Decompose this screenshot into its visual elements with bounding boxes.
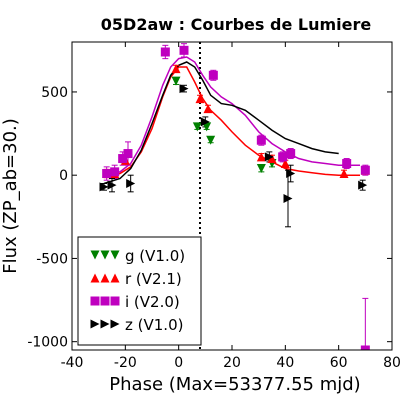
y-axis-label: Flux (ZP_ab=30.) bbox=[0, 118, 21, 274]
data-point bbox=[200, 117, 210, 127]
data-point bbox=[360, 165, 370, 175]
legend-box bbox=[77, 236, 202, 346]
legend-marker bbox=[110, 250, 120, 260]
data-point bbox=[267, 154, 277, 164]
y-tick-label: -500 bbox=[36, 251, 68, 267]
data-point bbox=[358, 180, 368, 190]
data-point bbox=[171, 64, 181, 74]
chart-title: 05D2aw : Courbes de Lumiere bbox=[101, 15, 372, 34]
data-point bbox=[286, 149, 296, 159]
data-point bbox=[283, 193, 293, 203]
data-point bbox=[195, 94, 205, 104]
data-point bbox=[256, 152, 266, 162]
plot-frame bbox=[71, 41, 393, 351]
legend: g (V1.0) r (V2.1) i (V2.0) z (V1.0) bbox=[77, 236, 202, 346]
data-point bbox=[339, 169, 349, 179]
legend-label: z (V1.0) bbox=[125, 316, 183, 334]
x-tick-label: -20 bbox=[114, 355, 137, 371]
data-point bbox=[171, 76, 181, 86]
legend-marker bbox=[100, 319, 110, 329]
fit-curve bbox=[103, 61, 339, 185]
plot-data-group bbox=[99, 42, 370, 350]
legend-marker bbox=[90, 319, 100, 329]
data-point bbox=[179, 45, 189, 55]
data-point bbox=[278, 152, 288, 162]
data-point bbox=[179, 84, 189, 94]
x-tick-label: 40 bbox=[276, 355, 294, 371]
data-point bbox=[202, 122, 212, 132]
data-point bbox=[280, 159, 290, 169]
legend-marker bbox=[110, 273, 120, 283]
legend-marker bbox=[110, 319, 120, 329]
data-point bbox=[110, 167, 120, 177]
data-point bbox=[118, 154, 128, 164]
fit-curve bbox=[103, 66, 360, 178]
x-tick-label: 0 bbox=[174, 355, 183, 371]
data-point bbox=[342, 159, 352, 169]
plot-area: -40 -20 0 20 40 60 80 -1000 -500 0 500 g (V1.0) r (V… bbox=[27, 41, 400, 371]
x-tick-label: 20 bbox=[223, 355, 241, 371]
legend-marker bbox=[90, 273, 100, 283]
y-tick-label: 500 bbox=[41, 85, 68, 101]
x-axis-label: Phase (Max=53377.55 mjd) bbox=[109, 374, 360, 395]
y-tick-label: 0 bbox=[59, 168, 68, 184]
data-point bbox=[286, 169, 296, 179]
legend-label: i (V2.0) bbox=[125, 293, 180, 311]
legend-marker bbox=[100, 296, 110, 306]
legend-marker bbox=[100, 273, 110, 283]
data-point bbox=[123, 149, 133, 159]
data-point bbox=[206, 135, 216, 145]
x-tick-label: 60 bbox=[330, 355, 348, 371]
legend-marker bbox=[90, 296, 100, 306]
data-point bbox=[256, 164, 266, 174]
y-tick-label: -1000 bbox=[27, 335, 68, 351]
data-point bbox=[160, 47, 170, 57]
data-point bbox=[102, 169, 112, 179]
data-point bbox=[203, 104, 213, 114]
data-point bbox=[360, 345, 370, 350]
legend-marker bbox=[90, 250, 100, 260]
x-tick-label: 80 bbox=[383, 355, 400, 371]
legend-label: g (V1.0) bbox=[125, 247, 185, 265]
data-point bbox=[107, 180, 117, 190]
data-point bbox=[264, 152, 274, 162]
data-point bbox=[99, 182, 109, 192]
legend-marker bbox=[100, 250, 110, 260]
legend-label: r (V2.1) bbox=[125, 270, 182, 288]
legend-marker bbox=[110, 296, 120, 306]
fit-curve bbox=[103, 56, 360, 176]
data-point bbox=[256, 135, 266, 145]
x-tick-label: -40 bbox=[61, 355, 84, 371]
data-point bbox=[208, 70, 218, 80]
data-point bbox=[126, 179, 136, 189]
data-point bbox=[192, 122, 202, 132]
